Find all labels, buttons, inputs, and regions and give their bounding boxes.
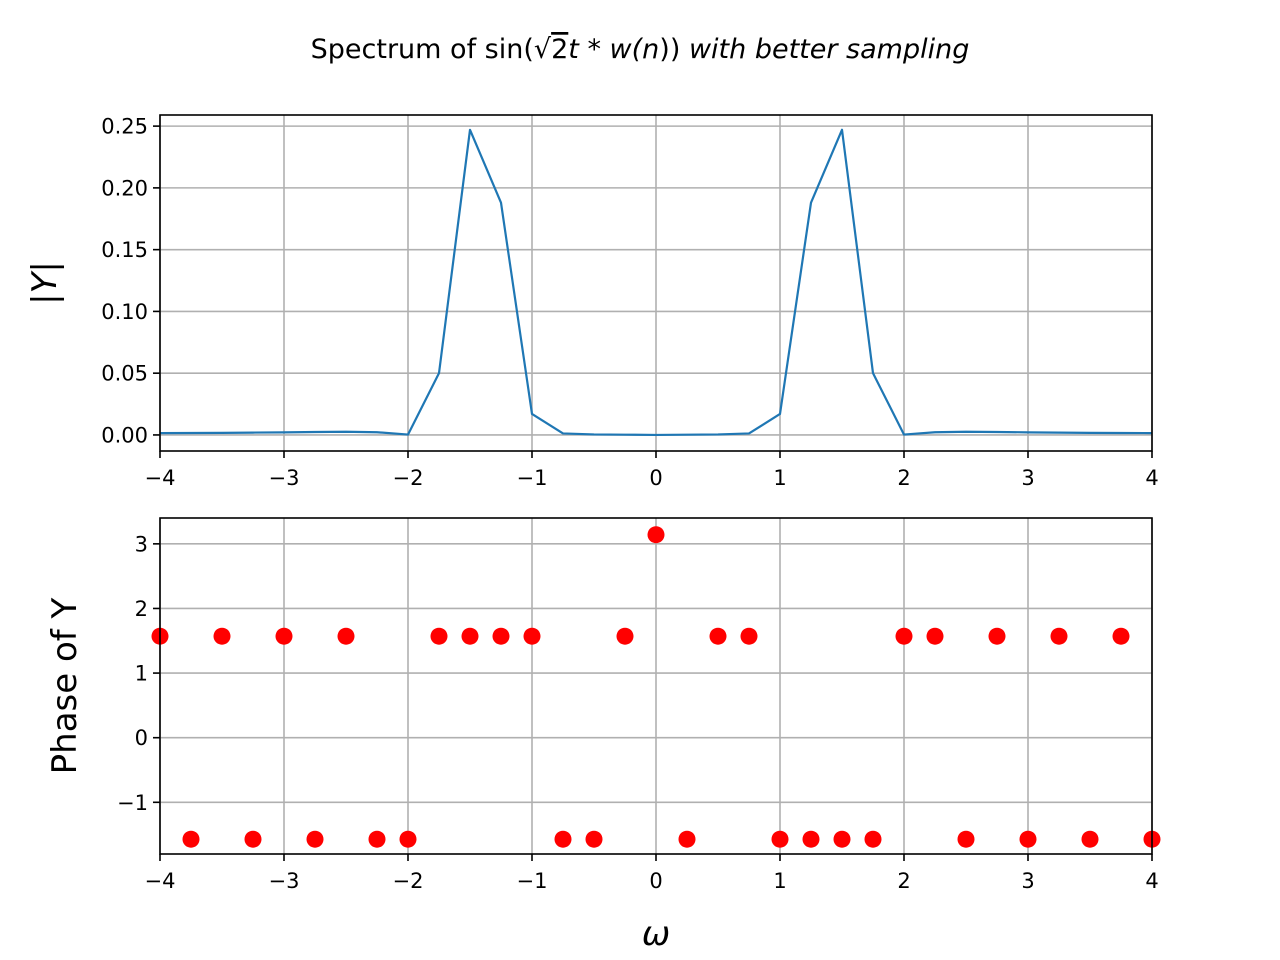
phase-y-tick-label-3: 2 (135, 597, 148, 621)
phase-x-tick-label-1: −3 (269, 869, 300, 893)
title-n-part: (n (632, 34, 660, 65)
phase-point-21 (802, 830, 820, 848)
magnitude-x-tick-label-4: 0 (649, 466, 662, 490)
magnitude-x-tick-label-5: 1 (773, 466, 786, 490)
phase-panel: −4 −3 −2 −1 0 1 2 3 4 −1 0 1 2 3 Phase of Y ω (45, 517, 1161, 954)
magnitude-grid (159, 115, 1153, 451)
phase-point-2 (213, 627, 231, 645)
phase-point-30 (1081, 830, 1099, 848)
phase-point-15 (616, 627, 634, 645)
phase-y-tick-label-4: 3 (135, 532, 148, 556)
magnitude-y-tick-label-0: 0.00 (101, 423, 148, 447)
title-suffix: with better sampling (680, 34, 969, 65)
phase-point-13 (554, 830, 572, 848)
phase-points-0 (151, 526, 1161, 848)
phase-point-3 (244, 830, 262, 848)
phase-point-6 (337, 627, 355, 645)
phase-point-27 (988, 627, 1006, 645)
phase-point-19 (740, 627, 758, 645)
magnitude-x-tick-label-3: −1 (517, 466, 548, 490)
title-close: )) (659, 34, 680, 65)
magnitude-ticks: −4 −3 −2 −1 0 1 2 3 4 0.00 0.05 0.10 0.15 0.20 0.25 (101, 115, 1158, 490)
phase-point-22 (833, 830, 851, 848)
phase-point-18 (709, 627, 727, 645)
phase-y-tick-label-1: 0 (135, 726, 148, 750)
magnitude-x-tick-label-8: 4 (1145, 466, 1158, 490)
title-prefix: Spectrum of sin( (311, 34, 534, 65)
phase-point-10 (461, 627, 479, 645)
phase-x-tick-label-5: 1 (773, 869, 786, 893)
phase-x-tick-label-3: −1 (517, 869, 548, 893)
phase-point-25 (926, 627, 944, 645)
title-t-part: t * w (568, 34, 632, 65)
phase-x-tick-label-7: 3 (1021, 869, 1034, 893)
phase-y-tick-label-2: 1 (135, 662, 148, 686)
magnitude-line-0 (160, 128, 1152, 437)
phase-point-31 (1112, 627, 1130, 645)
phase-point-28 (1019, 830, 1037, 848)
phase-point-17 (678, 830, 696, 848)
phase-point-5 (306, 830, 324, 848)
phase-point-12 (523, 627, 541, 645)
phase-point-4 (275, 627, 293, 645)
magnitude-x-tick-label-2: −2 (393, 466, 424, 490)
phase-x-tick-label-0: −4 (145, 869, 176, 893)
phase-x-tick-label-2: −2 (393, 869, 424, 893)
magnitude-x-tick-label-1: −3 (269, 466, 300, 490)
phase-x-axis-label: ω (642, 914, 670, 954)
phase-point-1 (182, 830, 200, 848)
phase-point-23 (864, 830, 882, 848)
phase-point-9 (430, 627, 448, 645)
magnitude-series (160, 128, 1152, 437)
magnitude-y-tick-label-3: 0.15 (101, 238, 148, 262)
phase-ticks: −4 −3 −2 −1 0 1 2 3 4 −1 0 1 2 3 (117, 532, 1159, 893)
phase-y-tick-label-0: −1 (117, 791, 148, 815)
phase-point-26 (957, 830, 975, 848)
phase-point-11 (492, 627, 510, 645)
phase-x-tick-label-6: 2 (897, 869, 910, 893)
phase-x-tick-label-8: 4 (1145, 869, 1158, 893)
phase-point-8 (399, 830, 417, 848)
phase-series (151, 526, 1161, 848)
phase-point-20 (771, 830, 789, 848)
phase-point-29 (1050, 627, 1068, 645)
phase-x-tick-label-4: 0 (649, 869, 662, 893)
phase-point-14 (585, 830, 603, 848)
magnitude-y-tick-label-4: 0.20 (101, 176, 148, 200)
phase-point-24 (895, 627, 913, 645)
phase-y-axis-label: Phase of Y (45, 597, 85, 774)
title-sqrt-sign: √ (534, 34, 552, 65)
magnitude-y-axis-label: |Y| (25, 261, 65, 305)
magnitude-y-tick-label-5: 0.25 (101, 115, 148, 139)
magnitude-panel: −4 −3 −2 −1 0 1 2 3 4 0.00 0.05 0.10 0.15 0.20 0.25 |Y… (25, 114, 1159, 490)
figure-title: Spectrum of sin(√2t * w(n)) with better … (311, 34, 970, 65)
magnitude-y-tick-label-2: 0.10 (101, 300, 148, 324)
magnitude-x-tick-label-7: 3 (1021, 466, 1034, 490)
magnitude-y-tick-label-1: 0.05 (101, 362, 148, 386)
magnitude-x-tick-label-6: 2 (897, 466, 910, 490)
phase-point-7 (368, 830, 386, 848)
title-sqrt-arg: 2 (551, 34, 568, 65)
phase-point-16 (647, 526, 665, 544)
magnitude-x-tick-label-0: −4 (145, 466, 176, 490)
